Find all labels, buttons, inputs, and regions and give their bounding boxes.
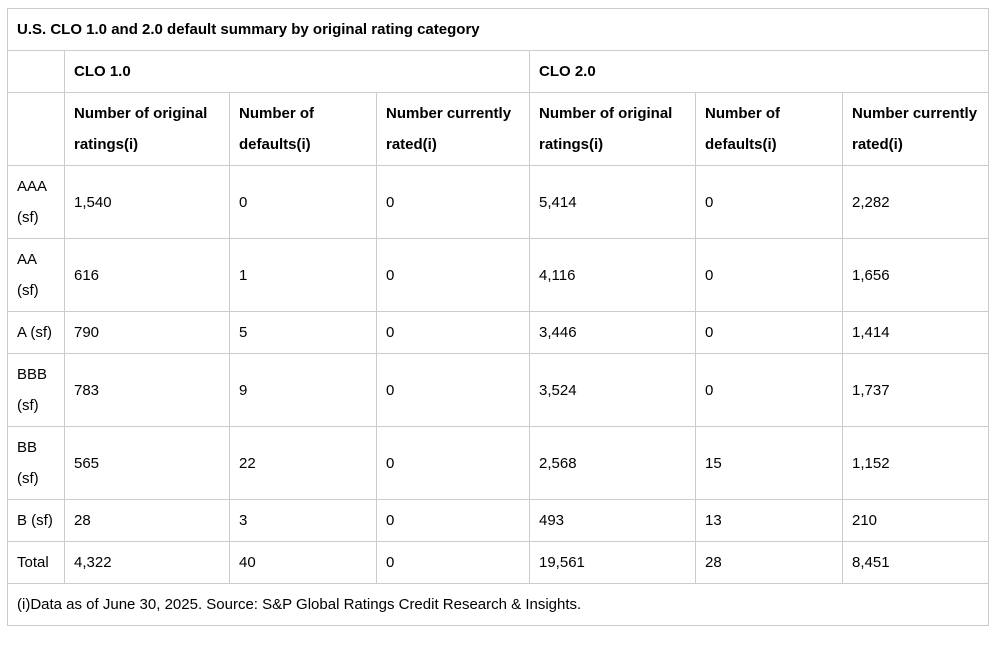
row-label: Total xyxy=(7,541,65,584)
column-header-clo1-original-ratings: Number of original ratings(i) xyxy=(64,92,230,166)
column-header-clo2-defaults: Number of defaults(i) xyxy=(695,92,843,166)
group-header-row: CLO 1.0 CLO 2.0 xyxy=(7,50,990,93)
column-header-row: Number of original ratings(i) Number of … xyxy=(7,92,990,166)
column-header-clo1-defaults: Number of defaults(i) xyxy=(229,92,377,166)
cell-value: 4,322 xyxy=(64,541,230,584)
column-header-clo1-currently-rated: Number currently rated(i) xyxy=(376,92,530,166)
cell-value: 13 xyxy=(695,499,843,542)
cell-value: 15 xyxy=(695,426,843,500)
cell-value: 1,737 xyxy=(841,353,990,427)
cell-value: 22 xyxy=(229,426,377,500)
cell-value: 0 xyxy=(695,311,843,354)
cell-value: 1,656 xyxy=(841,238,990,312)
cell-value: 3,524 xyxy=(529,353,696,427)
footnote-row: (i)Data as of June 30, 2025. Source: S&P… xyxy=(6,583,990,626)
cell-value: 0 xyxy=(695,353,843,427)
cell-value: 790 xyxy=(64,311,230,354)
cell-value: 565 xyxy=(64,426,230,500)
group-header-clo2: CLO 2.0 xyxy=(528,50,990,93)
table-row-bb: BB (sf) 565 22 0 2,568 15 1,152 xyxy=(7,426,990,500)
table-row-bbb: BBB (sf) 783 9 0 3,524 0 1,737 xyxy=(7,353,990,427)
cell-value: 0 xyxy=(695,238,843,312)
group-header-clo1: CLO 1.0 xyxy=(64,50,530,93)
cell-value: 1 xyxy=(229,238,377,312)
cell-value: 493 xyxy=(529,499,696,542)
cell-value: 2,282 xyxy=(841,165,990,239)
row-label: AAA (sf) xyxy=(7,165,65,239)
cell-value: 0 xyxy=(376,541,530,584)
cell-value: 0 xyxy=(376,165,530,239)
cell-value: 28 xyxy=(695,541,843,584)
cell-value: 5,414 xyxy=(529,165,696,239)
cell-value: 0 xyxy=(229,165,377,239)
cell-value: 5 xyxy=(229,311,377,354)
default-summary-table: U.S. CLO 1.0 and 2.0 default summary by … xyxy=(6,8,990,626)
group-header-empty xyxy=(7,50,65,93)
cell-value: 8,451 xyxy=(841,541,990,584)
cell-value: 4,116 xyxy=(529,238,696,312)
cell-value: 2,568 xyxy=(529,426,696,500)
cell-value: 3 xyxy=(229,499,377,542)
cell-value: 616 xyxy=(64,238,230,312)
cell-value: 0 xyxy=(376,499,530,542)
cell-value: 3,446 xyxy=(529,311,696,354)
cell-value: 0 xyxy=(376,238,530,312)
cell-value: 0 xyxy=(376,426,530,500)
column-header-clo2-currently-rated: Number currently rated(i) xyxy=(841,92,990,166)
table-title: U.S. CLO 1.0 and 2.0 default summary by … xyxy=(6,8,990,51)
column-header-empty xyxy=(7,92,65,166)
column-header-clo2-original-ratings: Number of original ratings(i) xyxy=(529,92,696,166)
cell-value: 9 xyxy=(229,353,377,427)
cell-value: 0 xyxy=(376,311,530,354)
cell-value: 210 xyxy=(841,499,990,542)
table-row-total: Total 4,322 40 0 19,561 28 8,451 xyxy=(7,541,990,584)
cell-value: 783 xyxy=(64,353,230,427)
title-row: U.S. CLO 1.0 and 2.0 default summary by … xyxy=(6,8,990,51)
cell-value: 40 xyxy=(229,541,377,584)
table-row-aa: AA (sf) 616 1 0 4,116 0 1,656 xyxy=(7,238,990,312)
cell-value: 19,561 xyxy=(529,541,696,584)
row-label: B (sf) xyxy=(7,499,65,542)
footnote: (i)Data as of June 30, 2025. Source: S&P… xyxy=(6,583,990,626)
cell-value: 1,540 xyxy=(64,165,230,239)
cell-value: 1,152 xyxy=(841,426,990,500)
table-row-a: A (sf) 790 5 0 3,446 0 1,414 xyxy=(7,311,990,354)
cell-value: 0 xyxy=(376,353,530,427)
table-row-aaa: AAA (sf) 1,540 0 0 5,414 0 2,282 xyxy=(7,165,990,239)
row-label: A (sf) xyxy=(7,311,65,354)
cell-value: 1,414 xyxy=(841,311,990,354)
cell-value: 0 xyxy=(695,165,843,239)
row-label: BBB (sf) xyxy=(7,353,65,427)
row-label: AA (sf) xyxy=(7,238,65,312)
row-label: BB (sf) xyxy=(7,426,65,500)
table-row-b: B (sf) 28 3 0 493 13 210 xyxy=(7,499,990,542)
cell-value: 28 xyxy=(64,499,230,542)
